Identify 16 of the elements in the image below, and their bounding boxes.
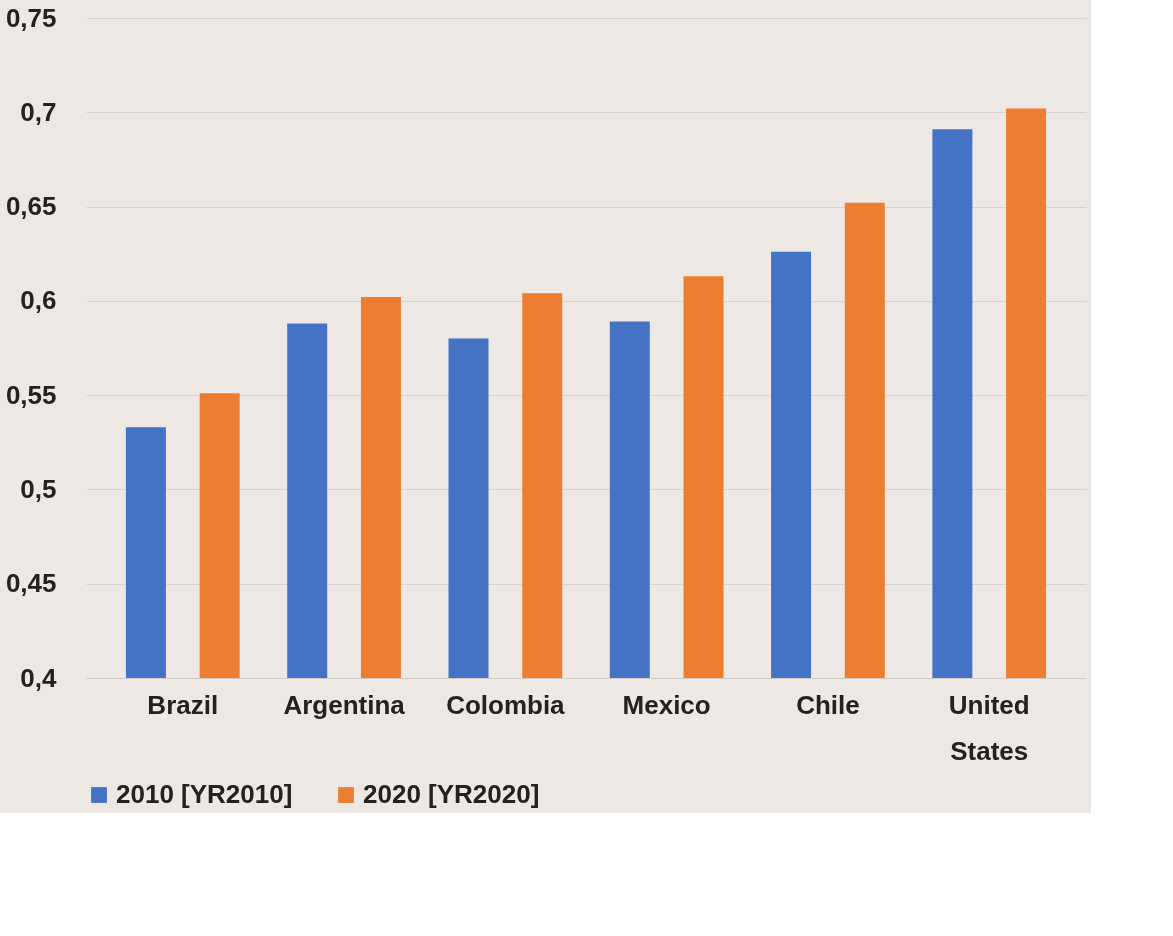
y-tick-label: 0,55 <box>5 379 57 410</box>
legend-label: 2020 [YR2020] <box>363 779 540 809</box>
x-tick-label: Colombia <box>446 689 566 720</box>
x-tick-label: Brazil <box>147 689 219 720</box>
y-tick-label: 0,6 <box>20 285 57 316</box>
x-tick-label: Argentina <box>283 689 406 720</box>
x-tick-label: Chile <box>796 689 860 720</box>
x-tick-label: United States <box>948 689 1030 766</box>
y-tick-label: 0,45 <box>5 568 57 599</box>
legend-label: 2010 [YR2010] <box>116 779 293 809</box>
y-tick-label: 0,65 <box>5 191 57 222</box>
x-tick-label: Mexico <box>622 689 711 720</box>
y-tick-label: 0,7 <box>20 96 57 127</box>
y-tick-label: 0,4 <box>20 662 58 693</box>
y-tick-label: 0,75 <box>5 2 57 33</box>
y-tick-label: 0,5 <box>20 473 57 504</box>
